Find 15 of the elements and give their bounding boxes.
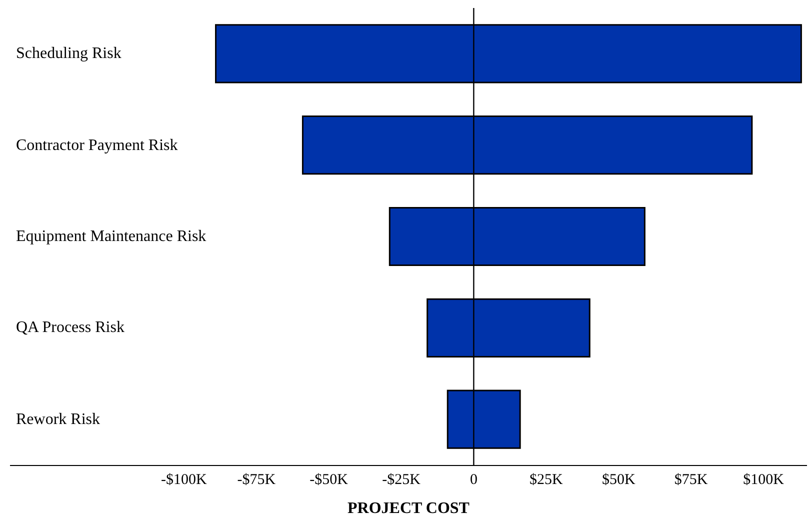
x-tick-label: $25K: [529, 472, 563, 488]
y-tick-label: Rework Risk: [16, 411, 100, 428]
y-tick-label: Scheduling Risk: [16, 45, 122, 62]
y-tick-label: Contractor Payment Risk: [16, 137, 178, 154]
x-tick-label: 0: [470, 472, 478, 488]
x-axis-title: PROJECT COST: [348, 500, 470, 517]
x-tick-label: -$75K: [237, 472, 276, 488]
x-tick-label: -$25K: [382, 472, 421, 488]
x-tick-label: -$100K: [160, 472, 207, 488]
y-tick-label: Equipment Maintenance Risk: [16, 228, 206, 245]
x-tick-label: $100K: [743, 472, 784, 488]
x-tick-label: $50K: [602, 472, 636, 488]
x-tick-label: -$50K: [310, 472, 348, 488]
x-tick-label: $75K: [674, 472, 708, 488]
y-tick-label: QA Process Risk: [16, 319, 124, 336]
